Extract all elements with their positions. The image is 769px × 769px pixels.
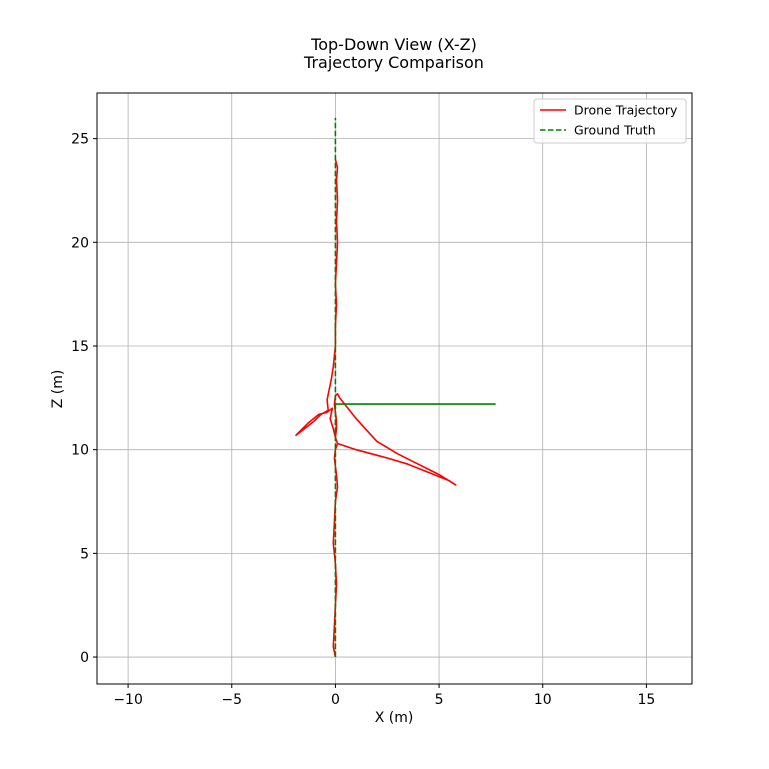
series-lines: [295, 117, 496, 658]
chart-title-line1: Top-Down View (X-Z): [310, 35, 477, 54]
y-tick-label: 20: [71, 235, 89, 251]
y-axis-label: Z (m): [50, 370, 66, 409]
legend-label-drone: Drone Trajectory: [574, 103, 678, 118]
y-tick-label: 5: [80, 546, 89, 562]
x-tick-label: 5: [435, 692, 444, 708]
y-tick-label: 0: [80, 650, 89, 666]
x-tick-label: 0: [331, 692, 340, 708]
ground-truth-line: [334, 117, 496, 657]
chart-title-line2: Trajectory Comparison: [303, 53, 484, 72]
x-tick-label: 10: [534, 692, 552, 708]
plot-area: [295, 117, 496, 658]
y-tick-label: 25: [71, 132, 89, 148]
legend-box: [533, 98, 687, 144]
legend: Drone Trajectory Ground Truth: [533, 98, 687, 144]
y-tick-label: 15: [71, 339, 89, 355]
x-tick-label: −10: [113, 692, 143, 708]
legend-label-ground-truth: Ground Truth: [574, 123, 656, 138]
axes-frame: [96, 92, 693, 685]
axis-ticks: −10 −5 0 5 10 15 0 5 10 15 20 25: [71, 132, 655, 708]
x-axis-label: X (m): [375, 710, 414, 726]
x-tick-label: 15: [637, 692, 655, 708]
y-tick-label: 10: [71, 443, 89, 459]
x-tick-label: −5: [221, 692, 242, 708]
